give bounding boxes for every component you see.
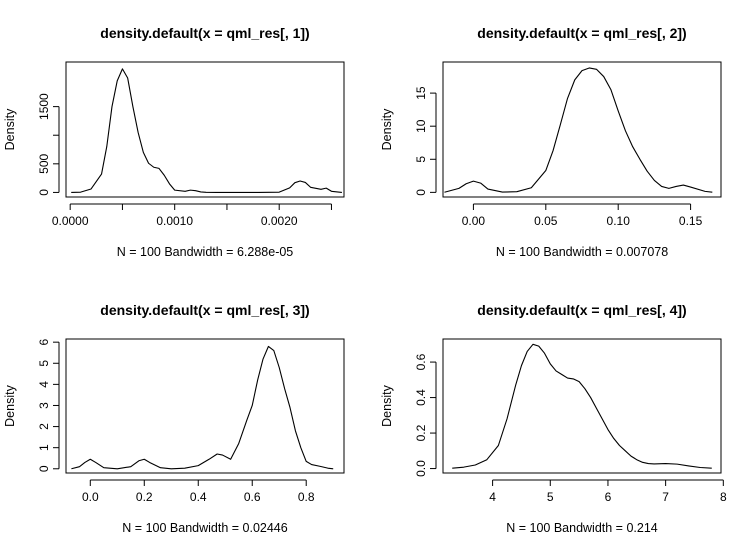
x-tick-label: 6 — [605, 490, 612, 504]
y-axis-label: Density — [380, 384, 394, 426]
y-tick-label: 0.4 — [414, 389, 428, 406]
density-panel-2: density.default(x = qml_res[, 2]) 0.00 0.0… — [380, 25, 722, 259]
y-tick-label: 5 — [37, 360, 51, 367]
x-tick-label: 0.0 — [82, 490, 99, 504]
y-tick-label: 3 — [37, 402, 51, 409]
density-curve — [71, 68, 342, 193]
density-panel-1: density.default(x = qml_res[, 1]) 0.0000 0… — [3, 25, 345, 259]
x-tick-label: 0.05 — [534, 214, 558, 228]
x-axis-label: N = 100 Bandwidth = 0.007078 — [496, 245, 668, 259]
x-tick-label: 0.4 — [190, 490, 207, 504]
density-curve — [71, 345, 334, 470]
y-tick-label: 0.6 — [414, 353, 428, 370]
plot-title: density.default(x = qml_res[, 3]) — [100, 302, 309, 318]
x-tick-label: 0.6 — [244, 490, 261, 504]
plot-frame — [65, 338, 345, 474]
y-tick-label: 6 — [37, 339, 51, 346]
x-tick-label: 8 — [720, 490, 727, 504]
y-tick-label: 500 — [37, 153, 51, 173]
x-tick-label: 4 — [489, 490, 496, 504]
plot-frame — [442, 61, 722, 198]
x-axis-label: N = 100 Bandwidth = 6.288e-05 — [117, 245, 294, 259]
y-tick-label: 0 — [37, 465, 51, 472]
y-tick-label: 1500 — [37, 93, 51, 120]
y-tick-label: 2 — [37, 423, 51, 430]
x-axis-label: N = 100 Bandwidth = 0.214 — [506, 521, 658, 535]
x-tick-label: 5 — [547, 490, 554, 504]
density-curve — [452, 343, 712, 469]
y-axis-label: Density — [3, 108, 17, 150]
x-tick-label: 0.00 — [462, 214, 486, 228]
y-tick-label: 1 — [37, 444, 51, 451]
y-axis-label: Density — [3, 384, 17, 426]
x-tick-label: 0.0000 — [52, 214, 89, 228]
x-axis-label: N = 100 Bandwidth = 0.02446 — [122, 521, 287, 535]
y-tick-label: 4 — [37, 381, 51, 388]
x-tick-label: 0.8 — [298, 490, 315, 504]
plot-frame — [65, 61, 345, 198]
x-tick-label: 0.0010 — [156, 214, 193, 228]
y-tick-label: 5 — [414, 156, 428, 163]
y-axis-label: Density — [380, 108, 394, 150]
y-tick-label: 15 — [414, 86, 428, 100]
x-tick-label: 0.2 — [136, 490, 153, 504]
x-tick-label: 0.10 — [607, 214, 631, 228]
density-panel-4: density.default(x = qml_res[, 4]) 4 5 6 7 8 0.… — [380, 302, 727, 535]
x-tick-label: 7 — [662, 490, 669, 504]
y-tick-label: 0.0 — [414, 460, 428, 477]
y-tick-label: 0.2 — [414, 424, 428, 441]
x-tick-label: 0.15 — [679, 214, 703, 228]
y-tick-label: 0 — [37, 189, 51, 196]
density-panel-3: density.default(x = qml_res[, 3]) 0.0 0.2 0… — [3, 302, 345, 535]
plot-title: density.default(x = qml_res[, 2]) — [477, 25, 686, 41]
y-tick-label: 0 — [414, 189, 428, 196]
x-tick-label: 0.0020 — [261, 214, 298, 228]
plot-title: density.default(x = qml_res[, 1]) — [100, 25, 309, 41]
plot-title: density.default(x = qml_res[, 4]) — [477, 302, 686, 318]
plot-frame — [442, 338, 722, 474]
density-curve — [444, 67, 713, 193]
y-tick-label: 10 — [414, 119, 428, 133]
